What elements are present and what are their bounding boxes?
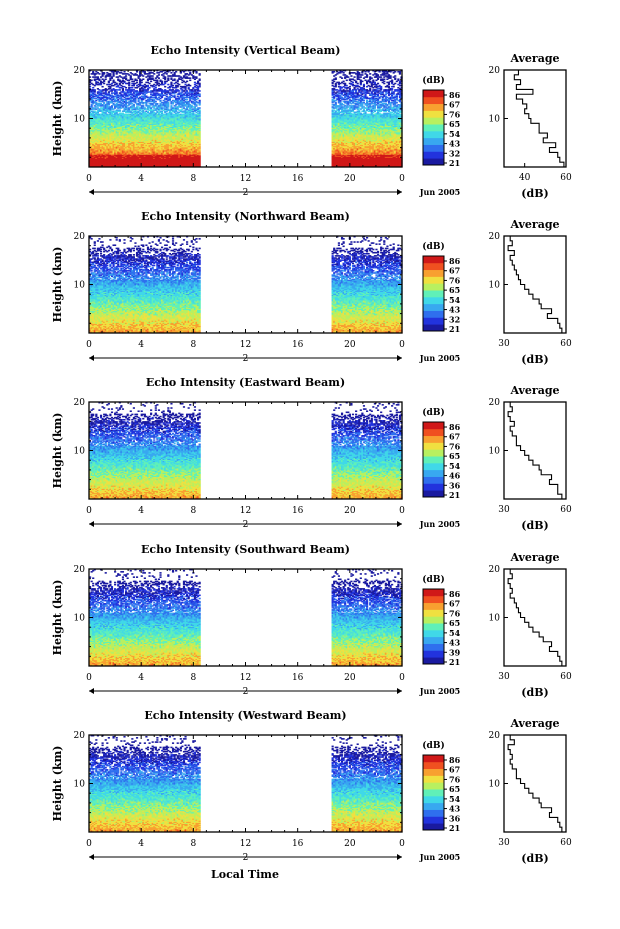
figure: Echo Intensity (Vertical Beam)1020Height… [0,0,620,929]
panel-1: Echo Intensity (Vertical Beam)1020Height… [51,44,572,200]
panel-title: Echo Intensity (Vertical Beam) [150,44,340,57]
heatmap-cells [89,70,403,168]
